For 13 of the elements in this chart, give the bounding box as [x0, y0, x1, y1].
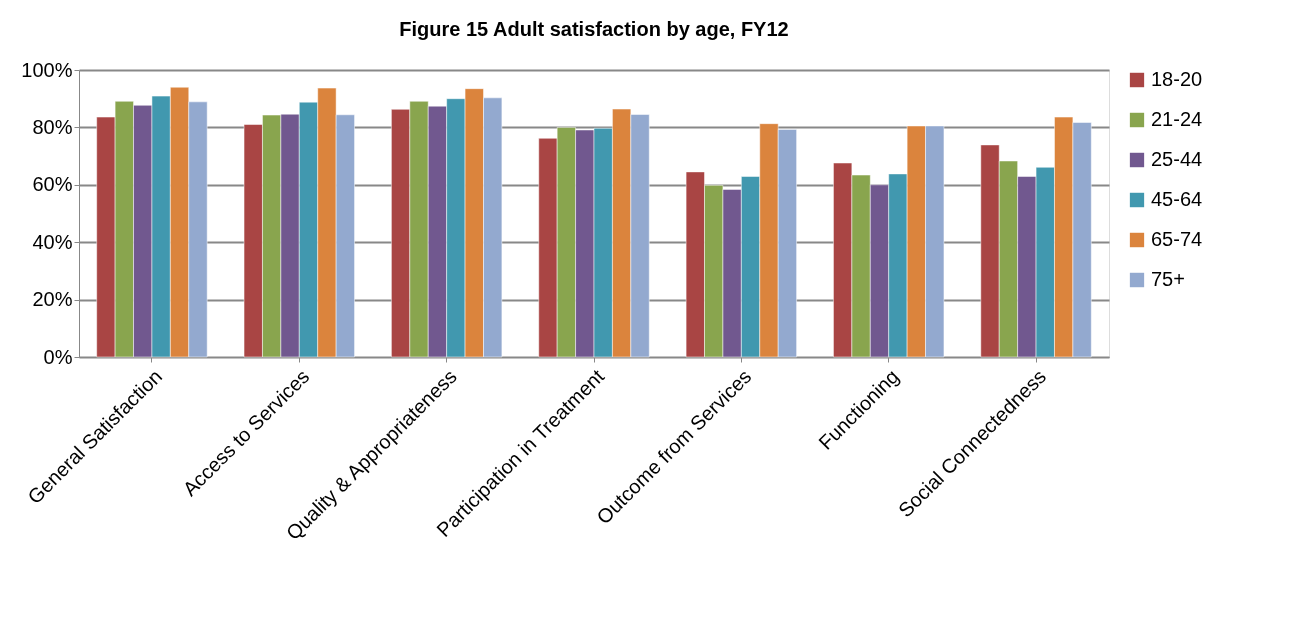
- y-tick-label: 20%: [32, 288, 73, 311]
- y-tick-label: 60%: [32, 173, 73, 196]
- legend-label: 45-64: [1151, 188, 1203, 210]
- y-tick-label: 80%: [32, 115, 73, 138]
- legend-label: 21-24: [1151, 108, 1203, 130]
- y-tick-label: 40%: [32, 230, 73, 253]
- y-tick-label: 100%: [21, 58, 73, 81]
- legend-label: 18-20: [1151, 68, 1203, 90]
- chart-title: Figure 15 Adult satisfaction by age, FY12: [399, 18, 789, 40]
- legend-label: 25-44: [1151, 148, 1203, 170]
- y-tick-label: 0%: [43, 345, 73, 368]
- legend-label: 65-74: [1151, 228, 1203, 250]
- legend-label: 75+: [1151, 268, 1185, 290]
